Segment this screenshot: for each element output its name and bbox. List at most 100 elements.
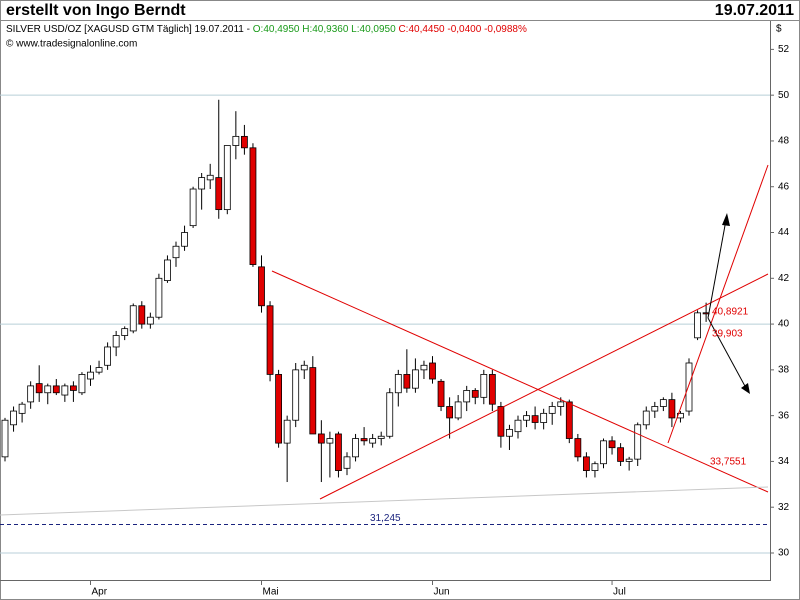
candle-body <box>403 374 411 389</box>
candle-body <box>506 428 513 437</box>
annotation: 39,903 <box>712 329 743 340</box>
candle-body <box>44 385 52 394</box>
y-tick-label: 48 <box>778 136 790 147</box>
candle-body <box>369 438 377 444</box>
candle-body <box>87 371 94 380</box>
candle-body <box>608 440 616 449</box>
candle-body <box>694 312 701 339</box>
candle-body <box>104 346 111 366</box>
candle-body <box>463 390 471 403</box>
candle-body <box>437 380 445 407</box>
candle-body <box>1 419 9 458</box>
candle-body <box>343 456 351 469</box>
instrument: SILVER USD/OZ [XAGUSD GTM Täglich] 19.07… <box>6 24 527 35</box>
candle-body <box>155 277 163 318</box>
candle-body <box>52 385 60 394</box>
trend-line <box>271 270 769 493</box>
y-tick-label: 52 <box>778 44 790 55</box>
candle-body <box>352 438 359 458</box>
candle-body <box>497 406 505 437</box>
candle-body <box>121 328 129 336</box>
candle-body <box>181 232 188 247</box>
candle-body <box>27 385 35 403</box>
y-tick-label: 32 <box>778 502 790 513</box>
candle-body <box>35 383 43 394</box>
arrow-head <box>741 383 750 394</box>
candle-body <box>292 369 300 421</box>
candle-body <box>172 245 180 259</box>
x-tick-label: Jun <box>434 587 450 598</box>
candle-body <box>61 385 69 396</box>
date: 19.07.2011 <box>715 2 794 19</box>
x-tick-label: Mai <box>263 587 279 598</box>
y-tick-label: 50 <box>778 90 790 101</box>
candle-body <box>215 177 223 211</box>
candle-body <box>668 399 676 419</box>
candle-body <box>454 401 462 419</box>
candle-body <box>317 433 325 444</box>
candle-body <box>189 188 197 227</box>
candle-body <box>625 458 633 462</box>
candle-body <box>95 367 103 373</box>
candle-body <box>386 392 394 437</box>
candle-body <box>394 374 402 394</box>
x-tick-label: Apr <box>92 587 108 598</box>
candle-body <box>164 259 171 281</box>
y-tick-label: 34 <box>778 456 790 467</box>
candle-body <box>275 374 283 444</box>
candle-body <box>335 433 342 471</box>
candle-body <box>146 316 154 325</box>
candle-body <box>129 305 137 332</box>
candle-body <box>411 369 419 389</box>
y-tick-label: 46 <box>778 181 790 192</box>
candle-body <box>300 364 308 371</box>
candle-body <box>548 406 556 414</box>
candle-body <box>600 440 607 465</box>
y-tick-label: 40 <box>778 319 790 330</box>
quote-range: O:40,4950 H:40,9360 L:40,0950 <box>253 24 396 35</box>
candle-body <box>249 147 257 265</box>
source: © www.tradesignalonline.com <box>6 39 137 50</box>
candle-body <box>471 390 479 398</box>
candle-body <box>78 374 86 394</box>
candle-body <box>531 415 539 423</box>
candle-body <box>283 419 291 444</box>
arrow <box>707 317 747 389</box>
candle-body <box>523 415 530 421</box>
candle-body <box>18 403 26 414</box>
candle-body <box>540 412 548 423</box>
candle-body <box>446 406 454 419</box>
candle-body <box>232 135 240 146</box>
candle-body <box>240 135 248 149</box>
candle-body <box>223 145 231 211</box>
quote-change: C:40,4450 -0,0400 -0,0988% <box>398 24 527 35</box>
candle-body <box>198 177 206 190</box>
candle-body <box>634 424 642 460</box>
candle-body <box>360 438 368 442</box>
trend-line <box>319 273 769 500</box>
candle-body <box>702 312 710 315</box>
level-label: 31,245 <box>370 513 401 524</box>
candle-body <box>557 401 565 407</box>
x-tick-label: Jul <box>613 587 626 598</box>
candle-body <box>651 406 659 412</box>
y-tick-label: 36 <box>778 410 790 421</box>
arrow-head <box>722 213 730 226</box>
candle-body <box>488 374 496 405</box>
plot <box>0 94 770 554</box>
instrument-name: SILVER USD/OZ [XAGUSD GTM Täglich] 19.07… <box>6 24 250 35</box>
candle-body <box>429 362 436 380</box>
candle-body <box>112 335 120 348</box>
trend-line <box>0 486 769 516</box>
candle-body <box>138 305 146 325</box>
candle-body <box>565 401 573 439</box>
candle-body <box>514 419 522 433</box>
candle-body <box>206 174 214 181</box>
candle-body <box>266 305 274 375</box>
candle-body <box>10 410 17 426</box>
candle-body <box>420 364 428 371</box>
author: erstellt von Ingo Berndt <box>6 2 186 19</box>
y-tick-label: 30 <box>778 548 790 559</box>
